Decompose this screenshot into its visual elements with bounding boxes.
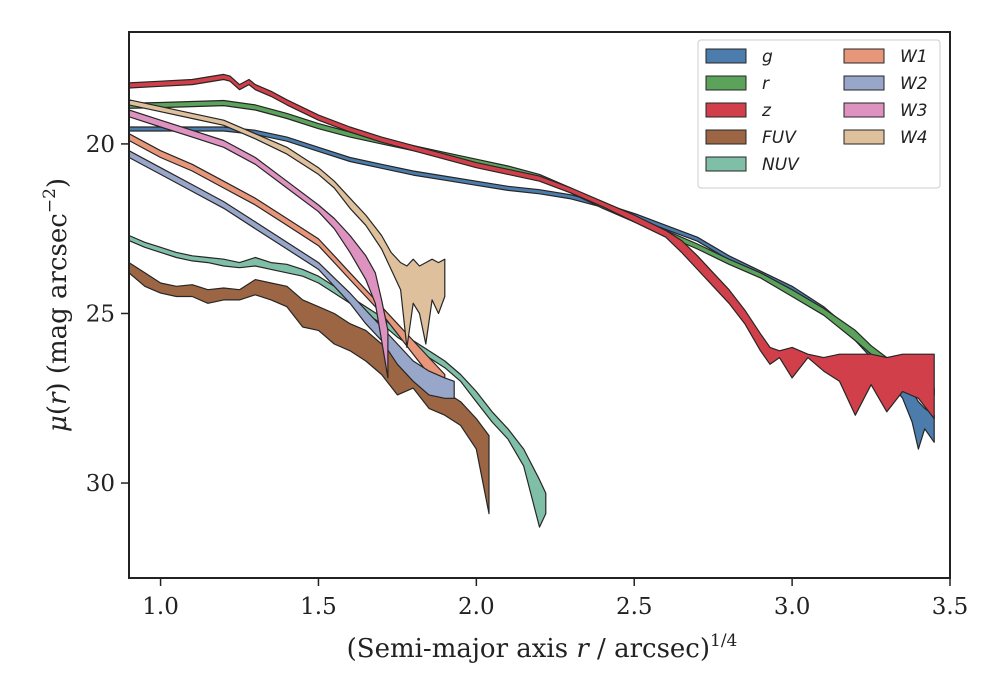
profile-bands (129, 73, 935, 528)
band-nuv (129, 234, 547, 528)
legend-label-w2: W2 (900, 74, 928, 94)
y-axis-label: μ(r) (mag arcsec−2) (40, 178, 73, 432)
legend-swatch-w4 (843, 129, 885, 145)
x-axis-ticks: 1.0 1.5 2.0 2.5 3.0 3.5 (142, 578, 968, 620)
y-tick-label: 20 (86, 132, 115, 158)
legend-label-nuv: NUV (762, 155, 800, 175)
plot-frame (128, 31, 951, 579)
legend-label-r: r (762, 74, 770, 94)
legend-label-w3: W3 (900, 101, 928, 121)
band-z (129, 73, 935, 420)
y-axis-ticks: 20 25 30 (86, 132, 129, 497)
x-axis-label: (Semi-major axis r / arcsec)1/4 (347, 631, 738, 664)
band-fuv (129, 262, 490, 515)
legend-swatch-fuv (705, 129, 747, 145)
x-tick-label: 3.5 (932, 594, 969, 620)
legend-label-z: z (761, 101, 772, 121)
legend-swatch-z (705, 102, 747, 118)
band-w2 (129, 150, 455, 399)
legend-swatch-w3 (843, 102, 885, 118)
legend-swatch-g (705, 48, 747, 64)
legend-swatch-w2 (843, 75, 885, 91)
x-tick-label: 1.0 (142, 594, 179, 620)
legend: grz FUV NUV W1 W2 W3 W4 (697, 39, 941, 189)
legend-swatch-r (705, 75, 747, 91)
band-w4 (129, 99, 446, 348)
band-g (129, 126, 935, 450)
legend-swatch-nuv (705, 156, 747, 172)
legend-label-fuv: FUV (762, 128, 797, 148)
band-w3 (129, 109, 389, 379)
y-tick-label: 30 (86, 471, 115, 497)
x-tick-label: 3.0 (774, 594, 811, 620)
legend-label-w4: W4 (900, 128, 928, 148)
y-tick-label: 25 (86, 301, 115, 327)
x-tick-label: 1.5 (300, 594, 337, 620)
x-tick-label: 2.5 (616, 594, 653, 620)
legend-label-g: g (762, 47, 773, 67)
legend-label-w1: W1 (900, 47, 928, 67)
x-tick-label: 2.0 (458, 594, 495, 620)
legend-swatch-w1 (843, 48, 885, 64)
